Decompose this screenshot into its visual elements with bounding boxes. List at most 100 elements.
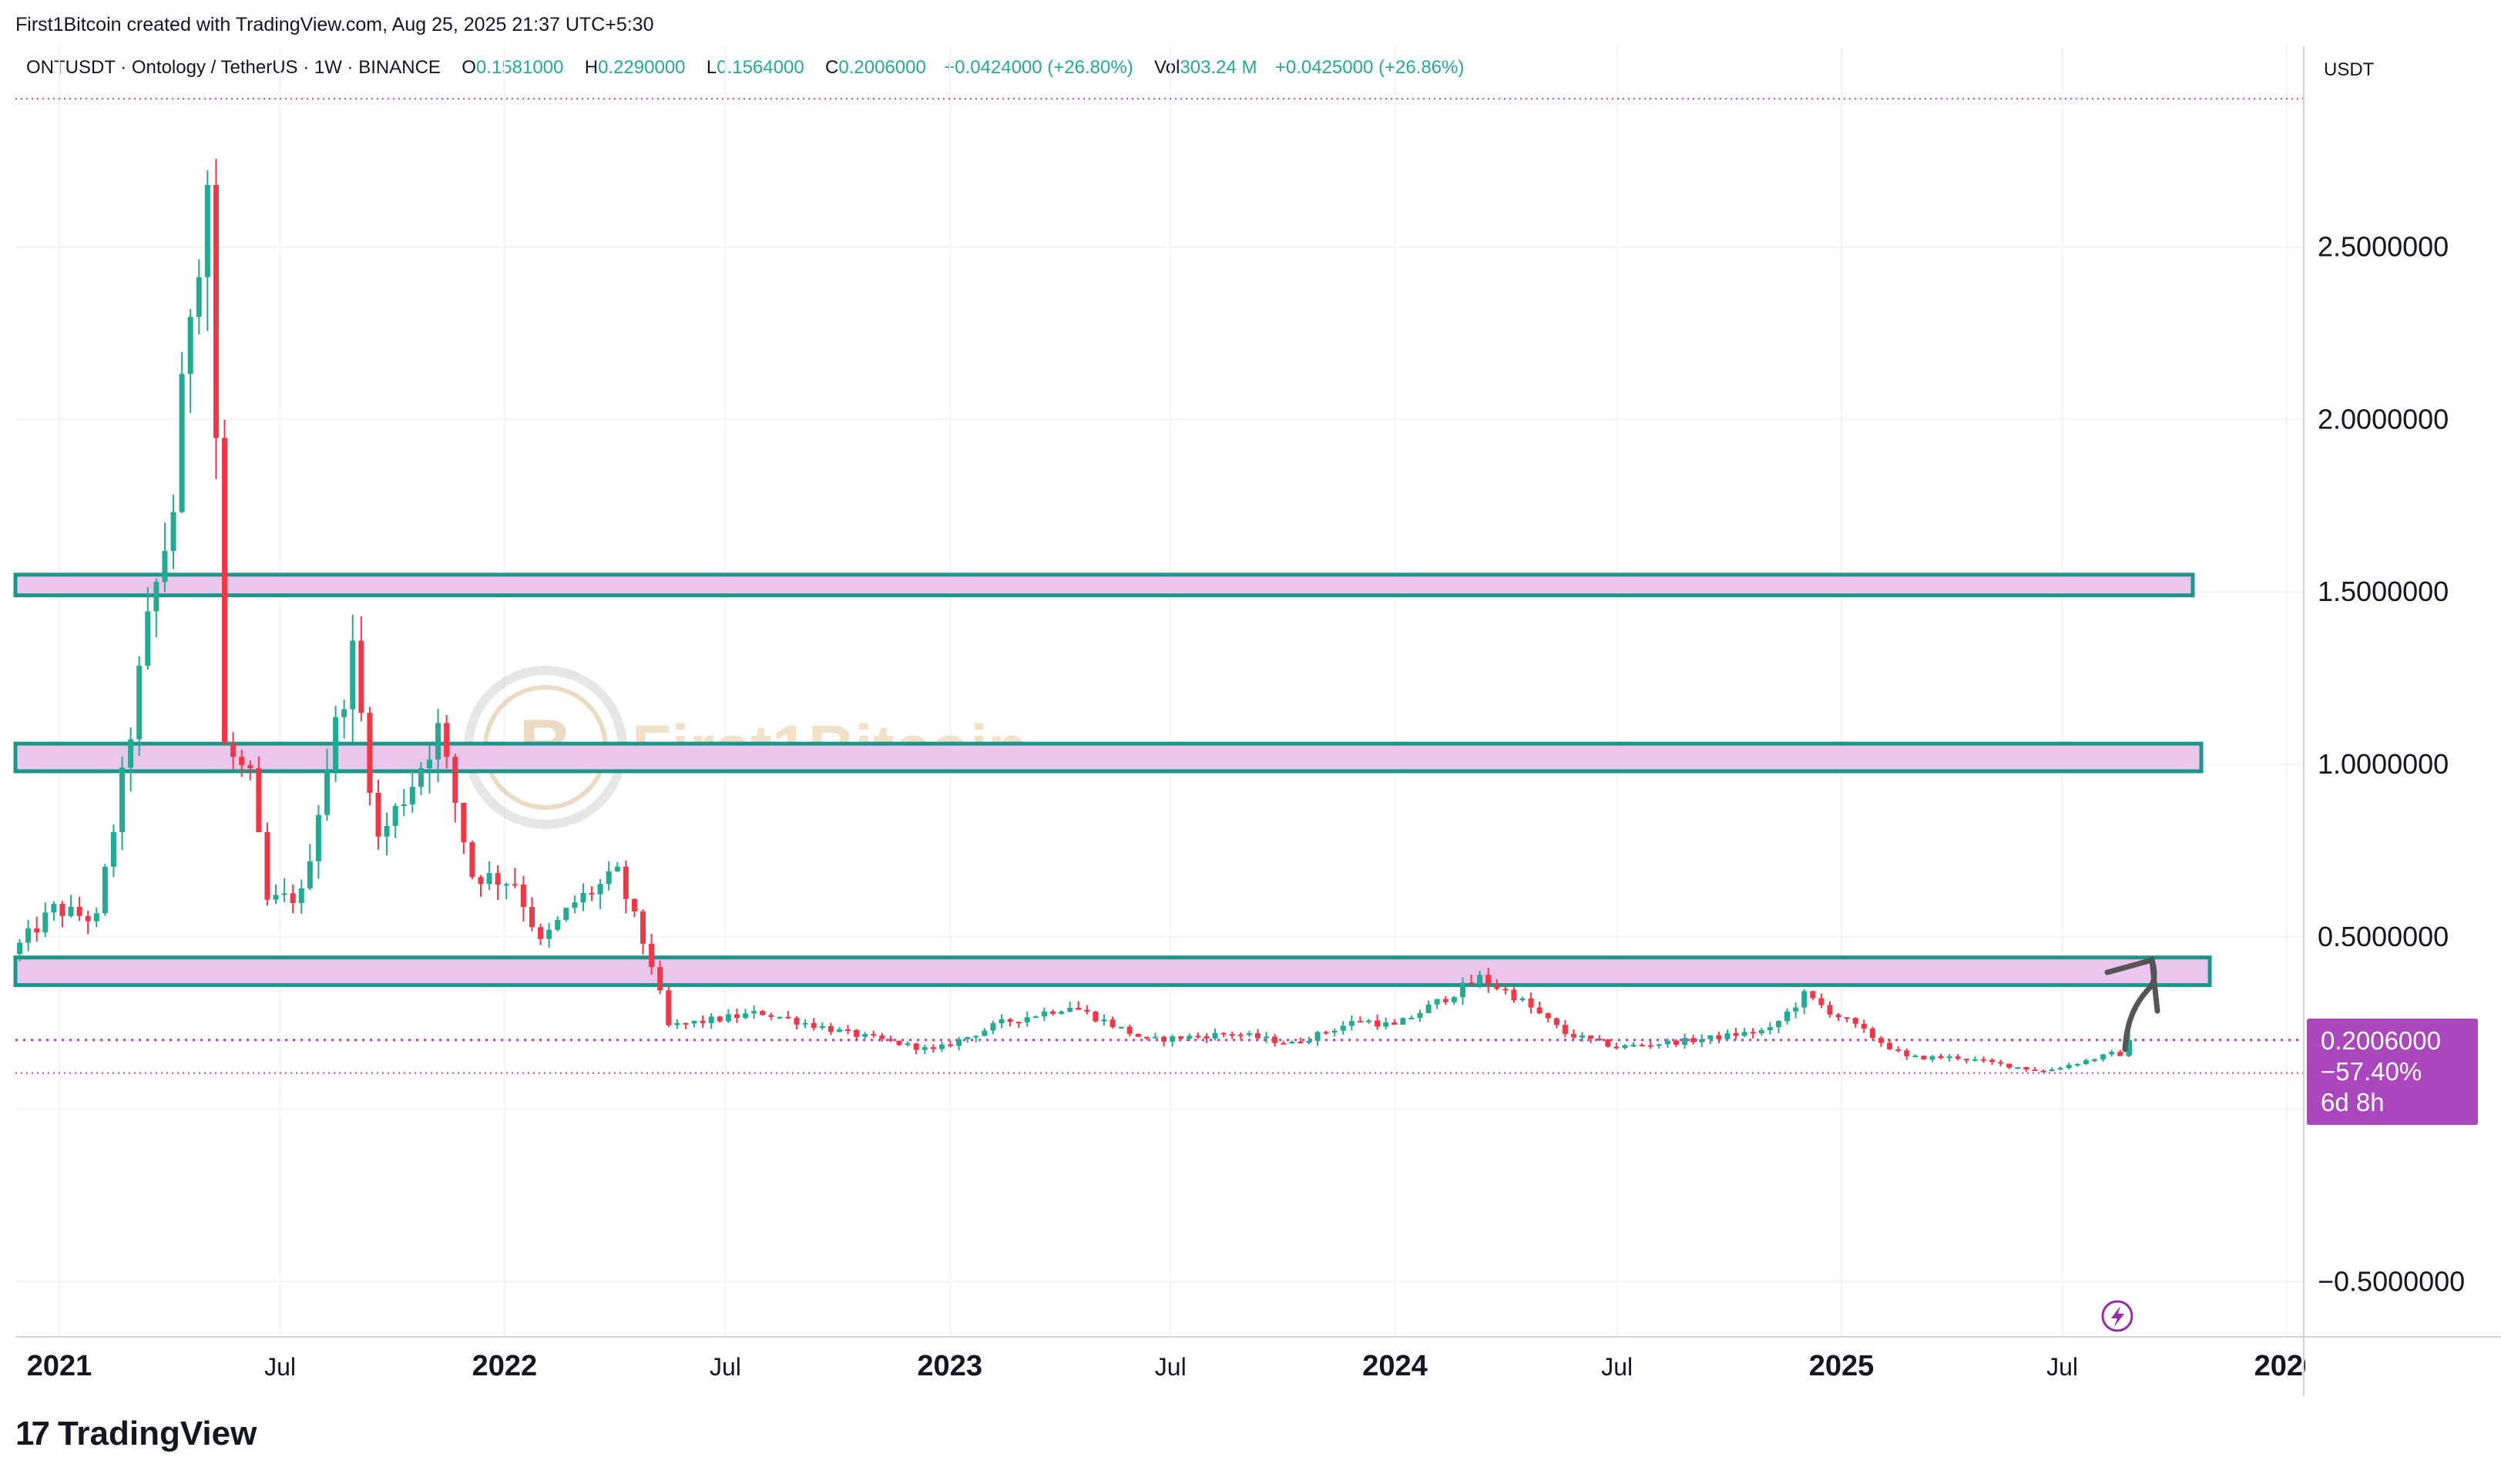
candle-body [324,770,330,815]
candle-body [1084,1009,1090,1012]
candle-body [290,893,296,903]
candle-body [1955,1056,1961,1059]
lightning-icon[interactable] [2101,1300,2133,1332]
candle-body [683,1022,689,1025]
candle-body [2049,1069,2055,1072]
candle-body [1323,1032,1329,1034]
candle-body [204,185,210,277]
candle-body [1204,1036,1210,1039]
candle-body [1511,989,1517,1001]
candle-body [1622,1045,1628,1049]
candle-body [426,759,432,768]
candle-body [1904,1050,1910,1056]
volume-value: 303.24 M [1180,57,1257,78]
candle-body [1331,1030,1338,1032]
candle-body [478,877,484,885]
zone-box[interactable] [13,955,2212,987]
candle-body [2066,1064,2072,1069]
price-tick-label: −0.5000000 [2318,1265,2465,1297]
candle-body [1570,1033,1576,1038]
candle-body [281,893,287,895]
time-tick-label: Jul [1155,1353,1187,1381]
candle-body [273,895,279,900]
candle-body [1264,1036,1270,1039]
candle-body [896,1040,902,1046]
candle-body [444,723,450,757]
candle-body [333,717,339,771]
candle-body [1049,1011,1056,1014]
candle-body [1596,1039,1603,1041]
candle-body [563,908,569,920]
candle-body [17,942,23,955]
candle-body [452,757,458,804]
last-price-badge-bg [2307,1019,2478,1125]
candle-body [34,928,40,933]
candle-body [700,1020,706,1023]
candle-body [1477,975,1483,984]
candle-body [461,803,467,843]
candle-body [913,1043,919,1050]
symbol-description[interactable]: ONTUSDT · Ontology / TetherUS · 1W · BIN… [26,57,441,78]
candle-body [1929,1056,1935,1059]
price-axis[interactable]: 2.5000000 2.0000000 1.5000000 1.0000000 0.50… [2318,231,2465,1298]
candle-body [298,888,304,903]
candle-body [1989,1059,1996,1063]
candle-body [529,907,535,928]
candle-body [68,906,74,916]
candle-body [1254,1033,1261,1039]
zone-box[interactable] [13,572,2195,598]
candle-body [802,1022,808,1025]
candle-body [862,1033,868,1037]
candle-body [1716,1035,1722,1039]
candle-body [956,1039,962,1046]
tradingview-logo-icon: 17 [15,1415,50,1452]
candle-body [1178,1036,1184,1039]
candle-body [1340,1026,1346,1031]
candle-body [1707,1035,1714,1039]
candle-body [649,943,655,968]
candle-body [674,1022,680,1026]
support-resistance-zones [13,572,2212,987]
candle-body [1246,1033,1252,1036]
candle-body [555,919,561,930]
candle-body [999,1019,1005,1024]
price-tick-label: 0.5000000 [2318,921,2449,952]
candle-body [25,928,32,943]
candle-body [1101,1019,1107,1022]
candle-body [1126,1026,1133,1034]
candle-body [1998,1062,2004,1064]
candle-body [128,739,134,768]
candle-body [1775,1021,1781,1028]
time-tick-label: 2023 [917,1350,982,1382]
candle-body [879,1035,885,1039]
candle-body [367,713,373,794]
candle-body [1143,1036,1150,1039]
candle-body [751,1011,757,1014]
candle-body [1536,1007,1543,1014]
candle-body [990,1023,996,1031]
price-tick-label: 2.0000000 [2318,403,2449,435]
candle-body [1348,1021,1355,1026]
time-tick-label: 2024 [1362,1350,1428,1382]
candle-body [1383,1022,1389,1027]
candle-body [153,582,159,612]
candle-body [888,1039,894,1041]
candle-body [256,767,262,833]
candle-body [1281,1042,1287,1045]
candle-body [1451,997,1457,1002]
candle-body [2040,1070,2046,1073]
tradingview-brand[interactable]: 17 TradingView [15,1415,257,1453]
candle-body [1494,984,1500,989]
time-axis[interactable]: 2021 Jul 2022 Jul 2023 Jul 2024 Jul 2025 Jul 2026 [27,1339,2501,1393]
candle-body [486,873,492,885]
candle-body [828,1026,834,1032]
currency-label: USDT [2324,59,2375,80]
candle-body [1528,998,1534,1008]
zone-box[interactable] [13,741,2204,774]
candle-body [1741,1032,1747,1036]
candle-body [1375,1020,1381,1027]
up-arrow-drawing-icon[interactable] [2104,956,2160,1053]
candle-body [938,1044,945,1049]
candle-body [1827,1005,1833,1015]
